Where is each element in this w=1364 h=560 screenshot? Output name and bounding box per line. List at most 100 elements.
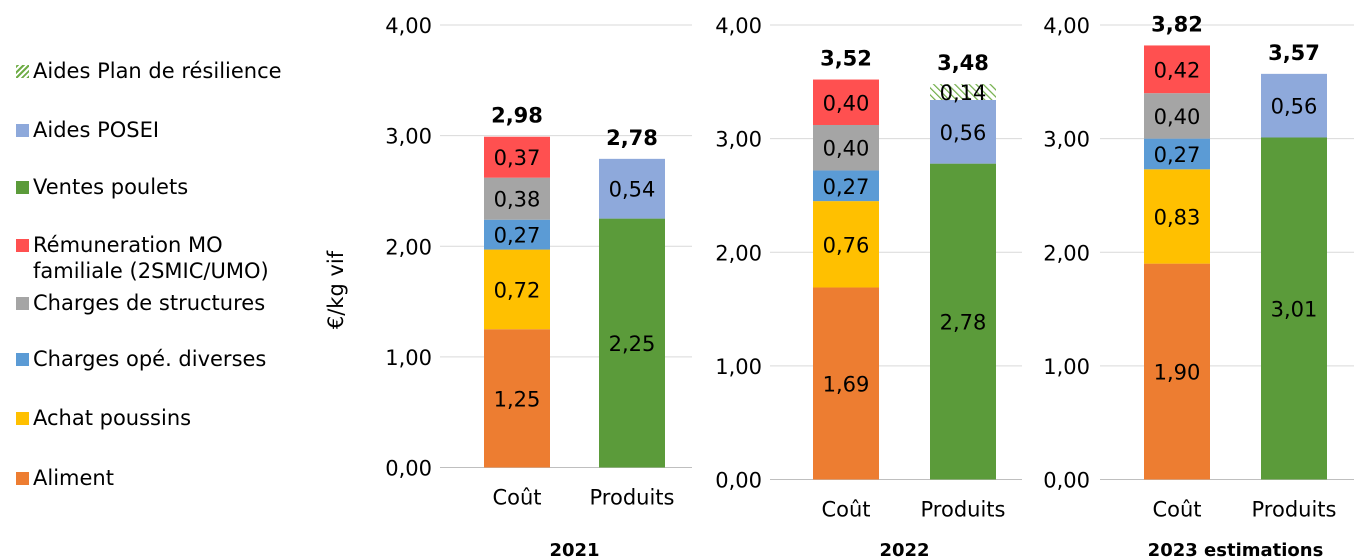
y-tick-label: 0,00 [1043, 469, 1090, 493]
data-label: 0,76 [823, 233, 870, 257]
bar-segment-ventes-poulets [599, 218, 665, 468]
legend-swatch [16, 181, 29, 194]
data-label: 0,40 [823, 137, 870, 161]
data-label: 0,56 [940, 121, 987, 145]
legend-item-charges-ope-diverses: Charges opé. diverses [16, 346, 266, 372]
legend-item-charges-de-structures: Charges de structures [16, 290, 265, 316]
legend-label: Rémuneration MO familiale (2SMIC/UMO) [33, 233, 269, 283]
legend-label: Aides POSEI [33, 118, 160, 142]
bar-segment-aliment [1144, 263, 1210, 480]
data-label: 0,37 [494, 146, 541, 170]
data-label: 0,27 [494, 224, 541, 248]
legend-item-achat-poussins: Achat poussins [16, 405, 191, 431]
data-label: 0,83 [1154, 205, 1201, 229]
legend-item-remuneration-mo-familiale-2smic-umo: Rémuneration MO familiale (2SMIC/UMO) [16, 232, 269, 284]
legend-item-aliment: Aliment [16, 465, 114, 491]
bar-segment-aliment [484, 329, 550, 468]
x-category-label: Produits [1252, 498, 1337, 522]
bar-segment-charges-de-structures [484, 177, 550, 220]
data-label: 0,54 [609, 178, 656, 202]
y-tick-label: 3,00 [1043, 128, 1090, 152]
chart-legend: Aides Plan de résilience Aides POSEI Vente… [0, 0, 300, 560]
data-label: 1,69 [823, 372, 870, 396]
data-label: 2,78 [940, 311, 987, 335]
bar-segment-aliment [813, 287, 879, 480]
data-label: 0,14 [940, 81, 987, 105]
y-tick-label: 1,00 [385, 346, 432, 370]
legend-label: Achat poussins [33, 406, 192, 430]
data-label: 0,42 [1154, 58, 1201, 82]
x-category-label: Coût [492, 486, 541, 510]
chart-panel-2021: 0,00 1,00 2,00 3,00 4,00 1,25 0,72 0,27 0,38 0,37… [385, 14, 692, 560]
legend-item-aides-posei: Aides POSEI [16, 117, 159, 143]
data-label: 0,27 [823, 175, 870, 199]
legend-swatch [16, 412, 29, 425]
bar-segment-aides-posei [599, 158, 665, 219]
y-tick-label: 4,00 [1043, 14, 1090, 38]
bar-segment-aides-plan-de-resilience [930, 84, 996, 100]
x-category-label: Coût [1152, 498, 1201, 522]
y-tick-label: 3,00 [385, 125, 432, 149]
bar-segment-remuneration-mo-familiale-2smic-umo [1144, 45, 1210, 94]
legend-swatch [16, 472, 29, 485]
data-label: 3,01 [1271, 297, 1318, 321]
legend-label: Aides Plan de résilience [33, 59, 282, 83]
legend-swatch [16, 353, 29, 366]
y-tick-label: 0,00 [385, 457, 432, 481]
y-tick-label: 2,00 [715, 241, 762, 265]
bar-total-label: 3,48 [937, 51, 989, 75]
bar-total-label: 3,52 [820, 47, 872, 71]
data-label: 0,40 [1154, 105, 1201, 129]
legend-swatch [16, 124, 29, 137]
bar-total-label: 3,57 [1268, 41, 1320, 65]
bar-segment-aides-posei [1261, 73, 1327, 138]
bar-segment-remuneration-mo-familiale-2smic-umo [813, 79, 879, 125]
legend-item-aides-plan-de-resilience: Aides Plan de résilience [16, 58, 282, 84]
legend-swatch [16, 297, 29, 310]
legend-item-ventes-poulets: Ventes poulets [16, 174, 188, 200]
bar-segment-charges-de-structures [813, 124, 879, 171]
bar-segment-remuneration-mo-familiale-2smic-umo [484, 136, 550, 178]
data-label: 1,25 [494, 387, 541, 411]
x-category-label: Coût [821, 498, 870, 522]
y-tick-label: 1,00 [715, 355, 762, 379]
data-label: 0,27 [1154, 143, 1201, 167]
data-label: 2,25 [609, 332, 656, 356]
panel-title: 2023 estimations [1148, 540, 1324, 560]
bar-total-label: 2,98 [491, 104, 543, 128]
data-label: 0,72 [494, 278, 541, 302]
bar-segment-achat-poussins [813, 201, 879, 288]
y-tick-label: 1,00 [1043, 355, 1090, 379]
y-tick-label: 0,00 [715, 469, 762, 493]
bar-segment-ventes-poulets [1261, 137, 1327, 480]
legend-swatch [16, 239, 29, 252]
y-tick-label: 2,00 [385, 235, 432, 259]
bar-segment-charges-ope-diverses [1144, 138, 1210, 170]
bar-total-label: 2,78 [606, 126, 658, 150]
bar-total-label: 3,82 [1151, 12, 1203, 36]
bar-segment-charges-ope-diverses [484, 219, 550, 250]
bar-segment-charges-ope-diverses [813, 170, 879, 202]
chart-panel-2023-estimations: 0,00 1,00 2,00 3,00 4,00 1,90 0,83 0,27 0,40 0,42… [1043, 12, 1354, 560]
x-category-label: Produits [590, 486, 675, 510]
y-tick-label: 4,00 [715, 14, 762, 38]
legend-label: Charges de structures [33, 291, 266, 315]
y-tick-label: 4,00 [385, 14, 432, 38]
data-label: 0,56 [1271, 95, 1318, 119]
bar-segment-achat-poussins [484, 249, 550, 330]
legend-swatch [16, 65, 29, 78]
chart-panel-2022: 0,00 1,00 2,00 3,00 4,00 1,69 0,76 0,27 0,40 0,40… [715, 14, 1022, 560]
legend-label: Ventes poulets [33, 175, 189, 199]
bar-segment-charges-de-structures [1144, 93, 1210, 139]
legend-label: Aliment [33, 466, 114, 490]
data-label: 1,90 [1154, 361, 1201, 385]
y-tick-label: 2,00 [1043, 241, 1090, 265]
x-category-label: Produits [921, 498, 1006, 522]
panel-title: 2021 [549, 540, 599, 560]
y-tick-label: 3,00 [715, 128, 762, 152]
bar-segment-achat-poussins [1144, 169, 1210, 264]
panel-title: 2022 [879, 540, 929, 560]
legend-label: Charges opé. diverses [33, 347, 267, 371]
bar-segment-aides-posei [930, 99, 996, 164]
